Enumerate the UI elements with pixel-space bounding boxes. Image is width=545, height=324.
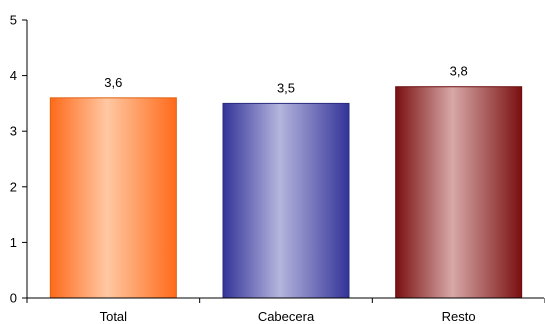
- value-label-cabecera: 3,5: [277, 80, 295, 95]
- y-ticks-group: 0 1 2 3 4 5: [10, 13, 27, 306]
- x-ticks-group: Total Cabecera Resto: [26, 298, 545, 324]
- x-tick-label-total: Total: [100, 309, 128, 324]
- bars-group: 3,6 3,5 3,8: [49, 64, 523, 299]
- value-label-resto: 3,8: [450, 64, 468, 79]
- x-tick-label-resto: Resto: [442, 309, 476, 324]
- x-tick-label-cabecera: Cabecera: [258, 309, 315, 324]
- y-tick-label: 3: [10, 124, 17, 139]
- bar-resto: [395, 86, 523, 299]
- y-tick-label: 0: [10, 291, 17, 306]
- y-tick-label: 4: [10, 68, 17, 83]
- bar-cabecera: [222, 102, 350, 299]
- y-tick-label: 1: [10, 235, 17, 250]
- y-tick-label: 5: [10, 13, 17, 28]
- value-label-total: 3,6: [104, 75, 122, 90]
- y-tick-label: 2: [10, 179, 17, 194]
- bar-total: [49, 97, 177, 299]
